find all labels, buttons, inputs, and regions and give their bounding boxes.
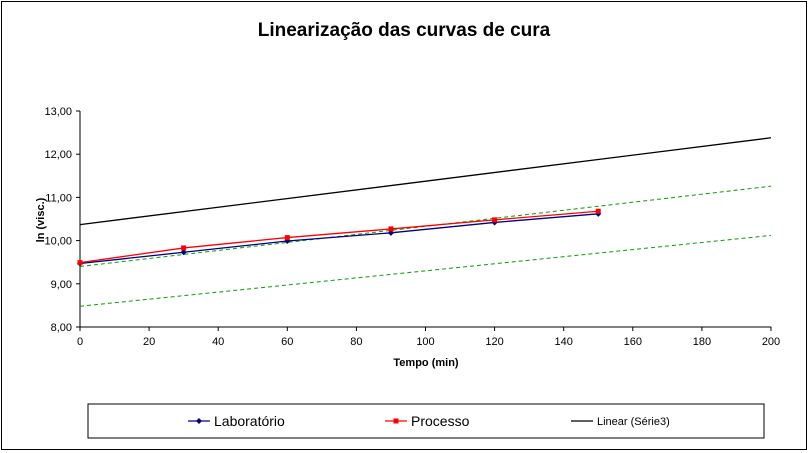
series-line-2 [79, 210, 599, 264]
series-lines [77, 137, 772, 267]
y-tick-label: 13,00 [44, 106, 72, 118]
data-point-processo [77, 260, 83, 266]
x-tick-label: 60 [281, 336, 293, 348]
x-tick-label: 140 [555, 336, 573, 348]
x-tick-label: 20 [143, 336, 155, 348]
legend-label: Linear (Série3) [597, 416, 670, 428]
series-line-3 [79, 137, 772, 226]
legend-label: Processo [411, 413, 470, 429]
y-axis-label: ln (visc.) [35, 197, 47, 242]
trendline-1 [79, 185, 772, 268]
legend-marker [393, 418, 399, 424]
y-tick-label: 12,00 [44, 149, 72, 161]
data-point-processo [595, 208, 601, 214]
legend: Laboratório Processo Linear (Série3) [87, 403, 765, 439]
x-tick-label: 120 [485, 336, 503, 348]
axes [76, 110, 772, 331]
x-tick-label: 40 [212, 336, 224, 348]
x-tick-label: 80 [350, 336, 362, 348]
y-tick-label: 10,00 [44, 236, 72, 248]
data-point-processo [388, 226, 394, 232]
series-line-1 [79, 213, 599, 265]
y-tick-label: 11,00 [45, 192, 72, 204]
data-point-laboratorio [180, 249, 187, 256]
legend-marker [196, 418, 202, 424]
chart-title: Linearização das curvas de cura [258, 20, 551, 41]
x-axis-label: Tempo (min) [393, 357, 459, 369]
x-tick-label: 0 [77, 336, 83, 348]
trendlines [79, 185, 772, 307]
x-tick-label: 160 [624, 336, 642, 348]
data-point-processo [284, 235, 290, 241]
y-tick-label: 9,00 [51, 279, 72, 291]
trendline-2 [79, 234, 772, 307]
data-point-processo [492, 217, 498, 223]
x-tick-label: 200 [762, 336, 780, 348]
legend-label: Laboratório [214, 413, 285, 429]
y-tick-labels: 8,00 9,00 10,00 11,00 12,00 13,00 [44, 106, 72, 334]
x-tick-labels: 0 20 40 60 80 100 120 140 160 180 200 [77, 336, 780, 348]
x-tick-label: 100 [416, 336, 434, 348]
x-tick-label: 180 [693, 336, 711, 348]
data-point-processo [181, 245, 187, 251]
y-tick-label: 8,00 [51, 322, 72, 334]
